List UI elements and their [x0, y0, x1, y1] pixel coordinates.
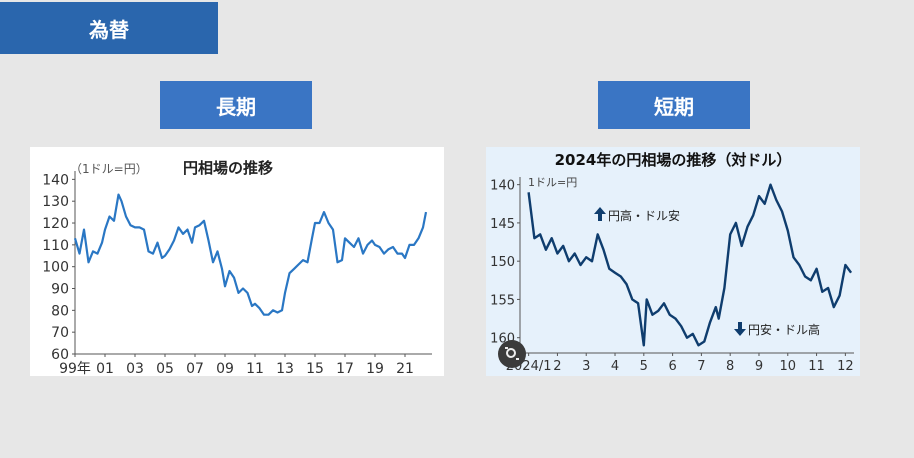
long-y-tick-label: 100 — [42, 260, 69, 276]
long-term-series-line — [73, 193, 428, 316]
long-x-tick-label: 09 — [216, 361, 234, 376]
short-chart-unit-label: 1ドル=円 — [528, 176, 577, 189]
long-x-tick-label: 21 — [396, 361, 414, 376]
short-term-label-banner: 短期 — [598, 81, 750, 129]
long-chart-unit-label: （1ドル=円） — [70, 162, 148, 176]
long-x-tick-label: 13 — [276, 361, 294, 376]
up-arrow-icon — [594, 207, 606, 221]
long-term-chart: 円相場の推移 （1ドル=円） 60 70 80 90 100 110 120 130 140 9… — [30, 147, 444, 376]
short-x-tick-label: 2 — [553, 359, 561, 374]
short-x-tick-label: 9 — [755, 359, 763, 374]
long-x-tick-label: 01 — [96, 361, 114, 376]
long-term-label-banner: 長期 — [160, 81, 312, 129]
down-arrow-icon — [734, 322, 746, 336]
annotation-yen-weak: 円安・ドル高 — [748, 322, 820, 337]
long-x-tick-label: 15 — [306, 361, 324, 376]
long-x-tick-label: 07 — [186, 361, 204, 376]
short-y-tick-label: 145 — [490, 217, 515, 232]
long-y-tick-label: 90 — [51, 282, 69, 298]
long-x-tick-label: 19 — [366, 361, 384, 376]
long-x-tick-label: 99年 — [59, 361, 91, 376]
short-x-tick-label: 10 — [780, 359, 797, 374]
long-term-label: 長期 — [216, 94, 256, 119]
long-y-tick-label: 120 — [42, 216, 69, 232]
section-title: 為替 — [89, 17, 129, 42]
long-x-tick-label: 05 — [156, 361, 174, 376]
short-x-tick-label: 3 — [582, 359, 590, 374]
long-y-tick-label: 130 — [42, 194, 69, 210]
long-x-tick-label: 03 — [126, 361, 144, 376]
short-chart-title: 2024年の円相場の推移（対ドル） — [555, 151, 792, 169]
short-y-tick-label: 140 — [490, 179, 515, 194]
long-y-tick-label: 80 — [51, 303, 69, 319]
long-y-tick-label: 110 — [42, 238, 69, 254]
short-x-tick-label: 8 — [726, 359, 734, 374]
long-chart-title: 円相場の推移 — [183, 159, 273, 177]
short-x-tick-label: 12 — [837, 359, 854, 374]
section-title-banner: 為替 — [0, 2, 218, 54]
long-y-tick-label: 70 — [51, 325, 69, 341]
long-y-axis: 60 70 80 90 100 110 120 130 140 — [42, 171, 76, 363]
short-x-tick-label: 7 — [697, 359, 705, 374]
lens-search-icon[interactable] — [498, 340, 526, 368]
annotation-yen-strong: 円高・ドル安 — [608, 208, 680, 223]
short-x-tick-label: 11 — [808, 359, 825, 374]
short-x-tick-label: 6 — [668, 359, 676, 374]
short-x-tick-label: 4 — [611, 359, 619, 374]
long-x-axis: 99年 01 03 05 07 09 11 13 15 17 19 21 — [59, 353, 432, 376]
short-term-series-line — [527, 183, 853, 347]
long-x-tick-label: 11 — [246, 361, 264, 376]
short-y-tick-label: 155 — [490, 293, 515, 308]
long-y-tick-label: 140 — [42, 172, 69, 188]
short-y-tick-label: 150 — [490, 255, 515, 270]
short-term-label: 短期 — [654, 94, 694, 119]
short-term-chart: 2024年の円相場の推移（対ドル） 1ドル=円 140145150155160 … — [486, 147, 860, 376]
long-x-tick-label: 17 — [336, 361, 354, 376]
short-x-tick-label: 5 — [640, 359, 648, 374]
short-x-axis: 2024/1 2 3 4 5 6 7 8 9 10 11 12 — [506, 352, 854, 374]
long-y-tick-label: 60 — [51, 347, 69, 363]
